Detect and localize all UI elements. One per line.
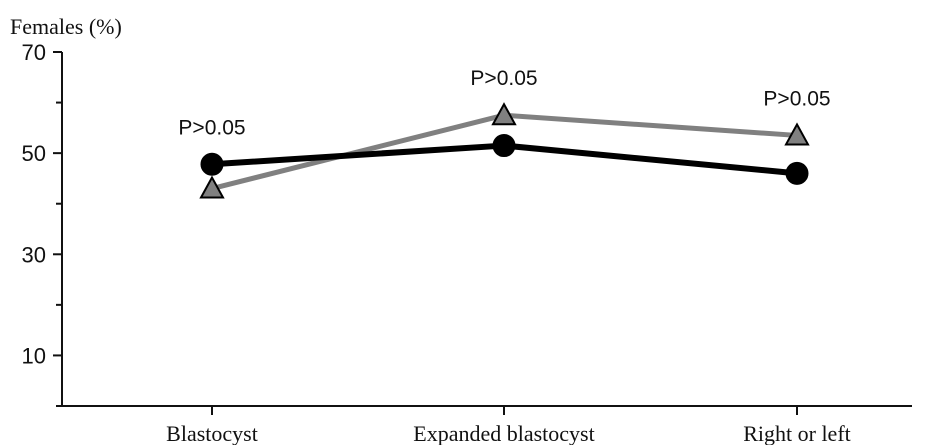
axes: 10 30 50 70 Blastocyst Expanded blastocyst Rig… — [22, 40, 912, 445]
y-tick-label: 70 — [22, 40, 46, 65]
p-value-annotation: P>0.05 — [470, 67, 537, 90]
annotation-layer: P>0.05 P>0.05 P>0.05 — [178, 67, 830, 139]
data-point-triangle — [784, 122, 810, 146]
data-point-circle — [200, 152, 224, 176]
data-point-circle — [785, 161, 809, 185]
p-value-annotation: P>0.05 — [178, 116, 245, 139]
x-tick-label: Blastocyst — [166, 421, 258, 445]
data-point-triangle — [491, 102, 517, 126]
data-point-triangle — [199, 175, 225, 199]
y-tick-label: 50 — [22, 141, 46, 166]
data-point-circle — [492, 134, 516, 158]
y-tick-label: 10 — [22, 343, 46, 368]
series-layer — [199, 102, 810, 199]
x-tick-label: Expanded blastocyst — [413, 421, 594, 445]
x-tick-label: Right or left — [743, 421, 851, 445]
y-tick-label: 30 — [22, 242, 46, 267]
p-value-annotation: P>0.05 — [763, 87, 830, 110]
y-axis-title: Females (%) — [10, 14, 122, 39]
